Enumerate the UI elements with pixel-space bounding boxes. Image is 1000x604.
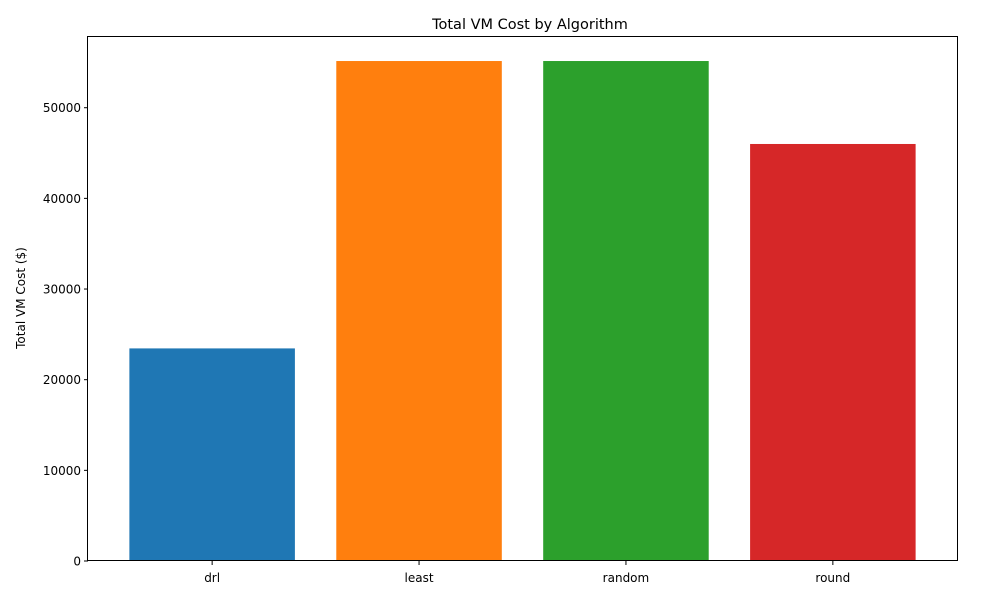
x-tick-label: random — [603, 571, 650, 585]
x-axis: drl least random round — [204, 561, 850, 585]
x-tick-label: round — [815, 571, 850, 585]
y-axis-label: Total VM Cost ($) — [14, 247, 28, 350]
y-tick-label: 0 — [73, 555, 81, 569]
bar-drl — [129, 348, 295, 561]
y-axis: 0 10000 20000 30000 40000 50000 — [43, 101, 88, 569]
y-tick-label: 10000 — [43, 464, 81, 478]
y-tick-label: 30000 — [43, 283, 81, 297]
y-tick-label: 50000 — [43, 101, 81, 115]
x-tick-label: drl — [204, 571, 220, 585]
bar-round — [750, 143, 916, 562]
plot-area-frame — [87, 36, 958, 561]
bar-least — [336, 61, 502, 561]
bar-random — [543, 61, 709, 561]
y-tick-label: 40000 — [43, 192, 81, 206]
y-tick-label: 20000 — [43, 373, 81, 387]
chart-title: Total VM Cost by Algorithm — [431, 17, 628, 33]
x-tick-label: least — [405, 571, 434, 585]
bars-group — [129, 61, 916, 562]
